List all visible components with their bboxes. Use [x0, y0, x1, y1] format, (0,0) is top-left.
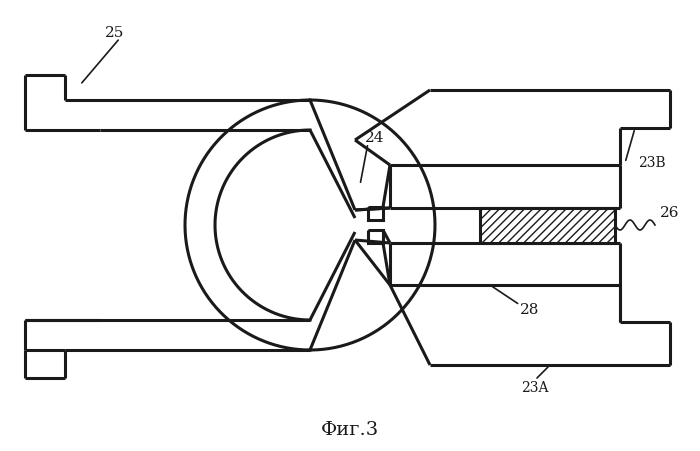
Text: Фиг.3: Фиг.3 — [321, 421, 379, 439]
Text: 28: 28 — [520, 303, 540, 317]
Bar — [480, 208, 615, 243]
Bar — [480, 208, 615, 243]
Text: 23A: 23A — [522, 381, 549, 395]
Text: 23B: 23B — [638, 156, 666, 170]
Text: 26: 26 — [660, 206, 680, 220]
Text: 24: 24 — [365, 131, 385, 145]
Text: 25: 25 — [105, 26, 125, 40]
